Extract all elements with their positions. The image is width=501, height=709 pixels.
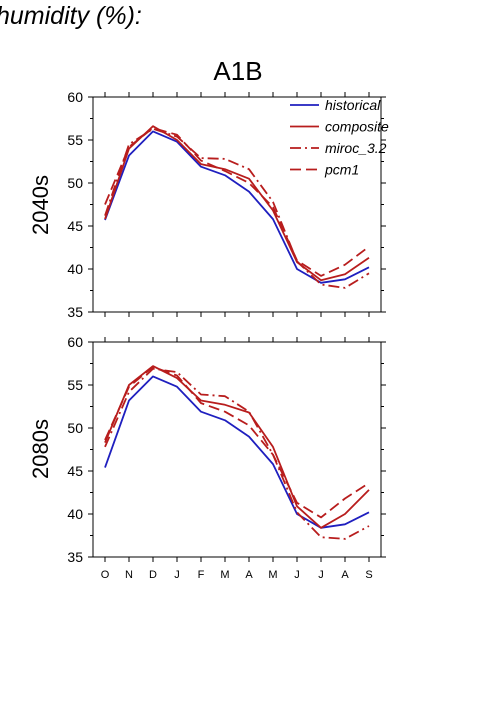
page-title: humidity (%):	[0, 2, 142, 30]
series-line-series-3	[104, 365, 370, 519]
x-tick-label: F	[198, 569, 205, 581]
x-tick-label: A	[245, 569, 253, 581]
y-tick-label: 55	[67, 377, 83, 393]
series-line-pcm1	[104, 127, 370, 277]
series-line-historical	[104, 130, 370, 284]
x-tick-label: J	[318, 569, 324, 581]
y-tick-label: 40	[67, 261, 83, 277]
y-tick-label: 45	[67, 463, 83, 479]
series-line-series-1	[104, 365, 370, 529]
y-tick-label: 35	[67, 304, 83, 320]
y-tick-label: 60	[67, 334, 83, 350]
x-tick-label: M	[220, 569, 229, 581]
x-tick-label: A	[341, 569, 349, 581]
y-tick-label: 50	[67, 420, 83, 436]
x-tick-label: O	[101, 569, 110, 581]
x-tick-label: J	[174, 569, 180, 581]
y-tick-label: 45	[67, 218, 83, 234]
y-tick-label: 35	[67, 549, 83, 565]
y-tick-label: 60	[67, 89, 83, 105]
y-tick-label: 40	[67, 506, 83, 522]
y-axis-label: 2080s	[28, 419, 53, 479]
series-line-composite	[104, 125, 370, 282]
y-axis-label: 2040s	[28, 175, 53, 235]
panel-2040s: 35 40 45 50 55 60 2040s	[28, 89, 386, 320]
legend-label: historical	[325, 97, 381, 113]
y-tick-label: 55	[67, 132, 83, 148]
series-line-series-0	[104, 375, 370, 529]
series-line-series-2	[104, 367, 370, 540]
legend-label: pcm1	[324, 162, 359, 178]
legend-label: composite	[325, 119, 389, 135]
x-tick-label: N	[125, 569, 133, 581]
panel-2080s: 35 40 45 50 55 60 O N D J F M A M J J A S 2080s	[28, 334, 386, 581]
x-tick-label: S	[365, 569, 372, 581]
x-tick-label: M	[268, 569, 277, 581]
x-tick-label: J	[294, 569, 300, 581]
y-tick-label: 50	[67, 175, 83, 191]
chart-title: A1B	[213, 56, 262, 86]
legend-label: miroc_3.2	[325, 140, 387, 156]
legend: historical composite miroc_3.2 pcm1	[290, 97, 389, 178]
x-tick-label: D	[149, 569, 157, 581]
